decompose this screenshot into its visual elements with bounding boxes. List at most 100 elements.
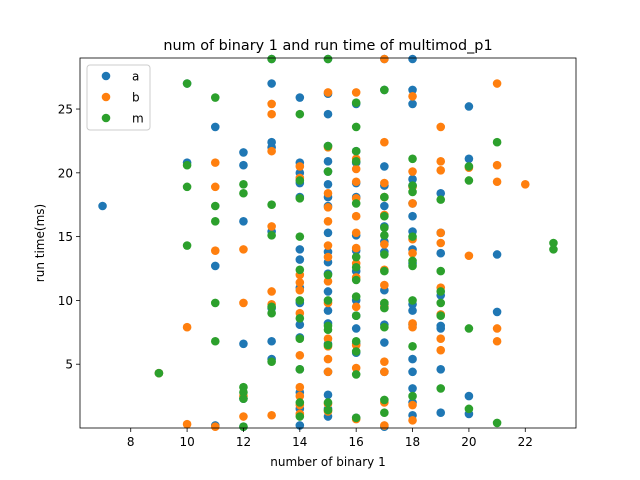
- legend-label-m: m: [132, 112, 144, 126]
- point-m: [351, 311, 361, 321]
- point-m: [351, 292, 361, 301]
- y-tick-label: 20: [58, 166, 73, 180]
- plot-frame: [79, 57, 577, 429]
- point-b: [380, 421, 389, 430]
- x-tick-label: 16: [349, 435, 364, 449]
- point-m: [267, 357, 276, 366]
- point-a: [464, 154, 474, 164]
- point-m: [436, 195, 446, 204]
- point-a: [267, 336, 276, 346]
- point-m: [408, 181, 417, 190]
- point-m: [323, 270, 333, 280]
- point-a: [436, 324, 446, 333]
- point-b: [323, 252, 333, 262]
- point-b: [436, 228, 446, 238]
- point-m: [351, 275, 361, 285]
- point-b: [408, 416, 417, 425]
- point-a: [408, 85, 417, 95]
- point-b: [323, 367, 333, 377]
- point-b: [408, 91, 417, 101]
- point-b: [351, 363, 361, 373]
- y-tick-label: 25: [58, 103, 73, 117]
- point-b: [351, 243, 361, 253]
- point-b: [408, 199, 417, 208]
- point-m: [380, 322, 389, 332]
- point-b: [351, 164, 361, 174]
- point-m: [380, 408, 389, 417]
- point-b: [267, 287, 276, 296]
- point-m: [295, 296, 305, 305]
- point-m: [267, 231, 276, 240]
- point-m: [323, 167, 333, 176]
- point-b: [295, 350, 305, 360]
- point-b: [351, 302, 361, 312]
- point-a: [323, 228, 333, 238]
- point-b: [239, 298, 248, 308]
- points-layer: [98, 54, 558, 432]
- point-a: [408, 211, 417, 221]
- point-a: [323, 180, 333, 189]
- y-tick-label: 5: [65, 358, 73, 372]
- point-a: [239, 217, 248, 226]
- point-b: [436, 345, 446, 355]
- point-b: [492, 324, 502, 333]
- point-b: [380, 357, 389, 366]
- point-b: [380, 280, 389, 290]
- point-m: [323, 398, 333, 407]
- point-m: [154, 368, 164, 378]
- point-m: [323, 296, 333, 305]
- point-a: [380, 201, 389, 211]
- point-m: [351, 262, 361, 272]
- point-a: [239, 339, 248, 349]
- point-b: [351, 211, 361, 221]
- point-m: [408, 391, 417, 401]
- point-b: [436, 165, 446, 175]
- point-a: [408, 174, 417, 184]
- point-m: [380, 395, 389, 405]
- point-a: [295, 93, 305, 102]
- point-a: [210, 122, 220, 132]
- point-b: [210, 246, 220, 255]
- point-m: [351, 98, 361, 107]
- point-m: [408, 296, 417, 305]
- point-b: [436, 334, 446, 343]
- legend-label-a: a: [132, 70, 139, 84]
- point-b: [295, 278, 305, 287]
- point-b: [408, 248, 417, 258]
- point-b: [351, 177, 361, 187]
- legend-marker-a: [101, 71, 111, 81]
- point-m: [464, 162, 474, 171]
- point-m: [323, 340, 333, 350]
- point-m: [351, 370, 361, 379]
- point-b: [323, 188, 333, 198]
- point-a: [295, 320, 305, 329]
- point-m: [239, 422, 248, 432]
- point-m: [267, 54, 276, 64]
- point-m: [239, 180, 248, 189]
- point-a: [436, 365, 446, 374]
- point-m: [239, 394, 248, 403]
- point-m: [182, 182, 192, 192]
- point-m: [408, 232, 417, 241]
- point-a: [408, 306, 417, 315]
- point-a: [239, 160, 248, 170]
- point-b: [323, 241, 333, 250]
- point-m: [351, 336, 361, 346]
- point-m: [380, 266, 389, 276]
- y-tick-label: 15: [58, 230, 73, 244]
- point-b: [295, 382, 305, 392]
- point-b: [380, 178, 389, 188]
- point-b: [182, 419, 192, 429]
- point-b: [210, 182, 220, 192]
- point-m: [182, 160, 192, 170]
- point-b: [436, 157, 446, 166]
- point-m: [351, 413, 361, 423]
- point-b: [267, 146, 276, 156]
- point-m: [182, 241, 192, 250]
- point-m: [380, 223, 389, 232]
- point-b: [380, 54, 389, 64]
- point-m: [380, 85, 389, 95]
- point-m: [295, 398, 305, 407]
- point-b: [408, 322, 417, 332]
